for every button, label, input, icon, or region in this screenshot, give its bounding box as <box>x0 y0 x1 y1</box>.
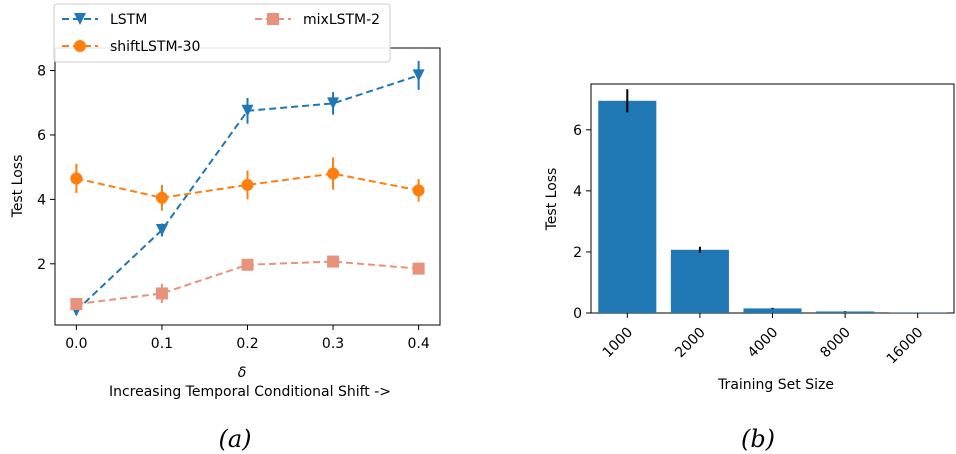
panel-label-b: (b) <box>741 425 775 453</box>
y-axis-label-a: Test Loss <box>10 155 26 219</box>
x-tick-label-b: 16000 <box>884 325 927 368</box>
series-line-shiftlstm-30 <box>76 172 419 199</box>
x-tick-label-a: 0.1 <box>151 336 173 352</box>
x-tick-label-a: 0.3 <box>322 336 344 352</box>
x-axis-sublabel-a: Increasing Temporal Conditional Shift -> <box>109 384 391 400</box>
legend-marker-lstm <box>74 13 86 25</box>
x-tick-label-b: 2000 <box>672 325 709 362</box>
point-lstm <box>412 69 425 82</box>
x-tick-label-b: 8000 <box>817 325 854 362</box>
x-tick-label-a: 0.4 <box>407 336 429 352</box>
point-lstm <box>155 223 168 236</box>
x-axis-label-a: δ <box>238 365 247 381</box>
legend-label-lstm: LSTM <box>110 12 147 28</box>
y-tick-label-b: 6 <box>573 123 582 139</box>
bar-1000 <box>598 100 657 313</box>
bar-8000 <box>816 311 875 313</box>
y-tick-label-b: 0 <box>573 306 582 322</box>
point-lstm <box>327 97 340 110</box>
point-mixlstm-2 <box>70 298 83 311</box>
x-tick-label-b: 1000 <box>600 325 637 362</box>
legend-marker-mixlstm-2 <box>267 13 279 25</box>
point-shiftlstm-30 <box>327 167 340 180</box>
legend-label-shiftlstm-30: shiftLSTM-30 <box>110 39 200 55</box>
y-tick-label-a: 4 <box>37 192 46 208</box>
point-lstm <box>241 104 254 117</box>
y-tick-label-b: 4 <box>573 184 582 200</box>
legend-marker-shiftlstm-30 <box>74 40 86 52</box>
y-tick-label-a: 8 <box>37 64 46 80</box>
x-axis-label-b: Training Set Size <box>717 377 834 393</box>
point-mixlstm-2 <box>155 287 168 300</box>
point-mixlstm-2 <box>327 255 340 268</box>
x-tick-label-a: 0.2 <box>236 336 258 352</box>
point-mixlstm-2 <box>241 258 254 271</box>
legend-label-mixlstm-2: mixLSTM-2 <box>303 12 380 28</box>
bar-2000 <box>670 249 729 313</box>
y-tick-label-a: 2 <box>37 257 46 273</box>
point-shiftlstm-30 <box>155 191 168 204</box>
y-tick-label-b: 2 <box>573 245 582 261</box>
panel-label-a: (a) <box>218 425 251 453</box>
point-shiftlstm-30 <box>70 172 83 185</box>
x-tick-label-b: 4000 <box>745 325 782 362</box>
legend-a <box>53 3 391 63</box>
bar-4000 <box>743 308 802 313</box>
x-tick-label-a: 0.0 <box>65 336 87 352</box>
point-shiftlstm-30 <box>241 178 254 191</box>
point-shiftlstm-30 <box>412 184 425 197</box>
point-mixlstm-2 <box>412 262 425 275</box>
y-axis-label-b: Test Loss <box>544 168 560 232</box>
y-tick-label-a: 6 <box>37 128 46 144</box>
